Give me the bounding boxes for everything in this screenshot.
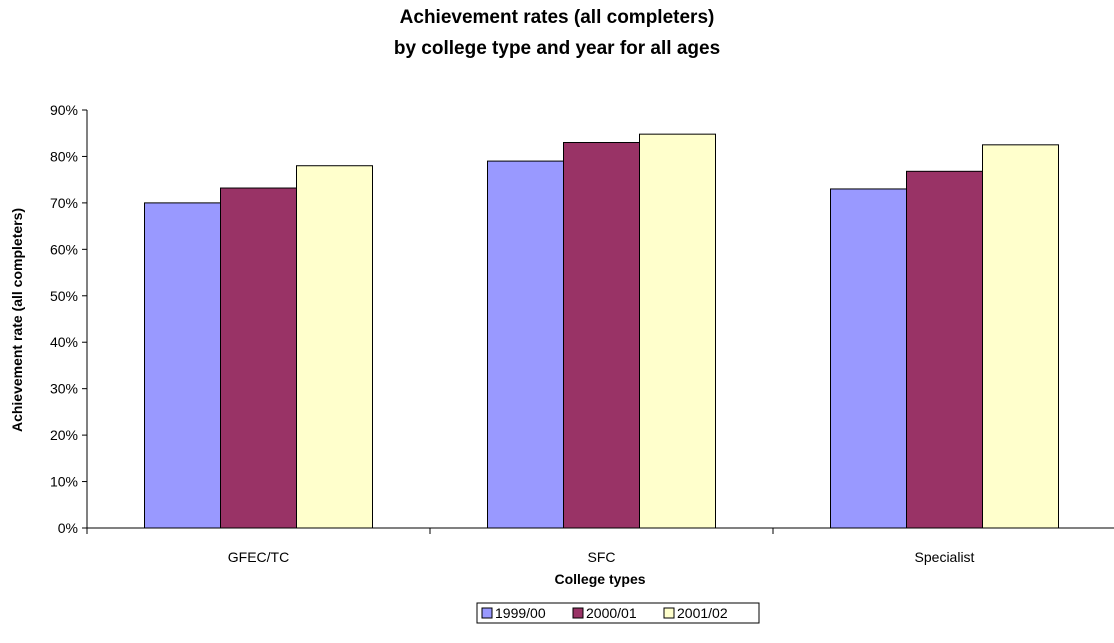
legend-label: 2001/02 xyxy=(677,605,728,621)
bar-2000-01-gfec-tc xyxy=(220,187,297,529)
legend-swatch xyxy=(663,607,675,619)
x-tick-label: GFEC/TC xyxy=(228,549,289,565)
y-tick-label: 80% xyxy=(50,148,78,164)
y-tick-label: 40% xyxy=(50,334,78,350)
legend-swatch xyxy=(481,607,493,619)
y-axis-title: Achievement rate (all completers) xyxy=(9,208,25,432)
bar-2000-01-specialist xyxy=(906,170,983,529)
bar-1999-00-sfc xyxy=(487,160,564,529)
bar-1999-00-gfec-tc xyxy=(144,202,221,529)
y-tick-label: 30% xyxy=(50,381,78,397)
bar-2000-01-sfc xyxy=(563,142,640,529)
y-tick-label: 70% xyxy=(50,195,78,211)
y-tick-label: 10% xyxy=(50,474,78,490)
plot-area: 0% 10% 20% 30% 40% 50% 60% 70% 80% 90% GFEC/TC SFC S… xyxy=(50,102,1114,565)
legend-box xyxy=(476,602,760,624)
x-tick-label: Specialist xyxy=(915,549,975,565)
bar-1999-00-specialist xyxy=(830,188,907,529)
y-tick-label: 0% xyxy=(58,520,78,536)
chart-subtitle: by college type and year for all ages xyxy=(394,38,720,59)
bar-2001-02-sfc xyxy=(639,133,716,529)
y-tick-label: 60% xyxy=(50,241,78,257)
x-axis-title: College types xyxy=(554,571,645,587)
legend-swatch xyxy=(572,607,584,619)
legend: 1999/00 2000/01 2001/02 xyxy=(476,602,760,624)
legend-label: 1999/00 xyxy=(495,605,546,621)
legend-label: 2000/01 xyxy=(586,605,637,621)
y-tick-label: 50% xyxy=(50,288,78,304)
y-tick-label: 90% xyxy=(50,102,78,118)
bar-2001-02-gfec-tc xyxy=(296,165,373,529)
x-tick-label: SFC xyxy=(588,549,616,565)
y-tick-label: 20% xyxy=(50,427,78,443)
bar-2001-02-specialist xyxy=(982,144,1059,529)
chart-title: Achievement rates (all completers) xyxy=(400,7,715,28)
